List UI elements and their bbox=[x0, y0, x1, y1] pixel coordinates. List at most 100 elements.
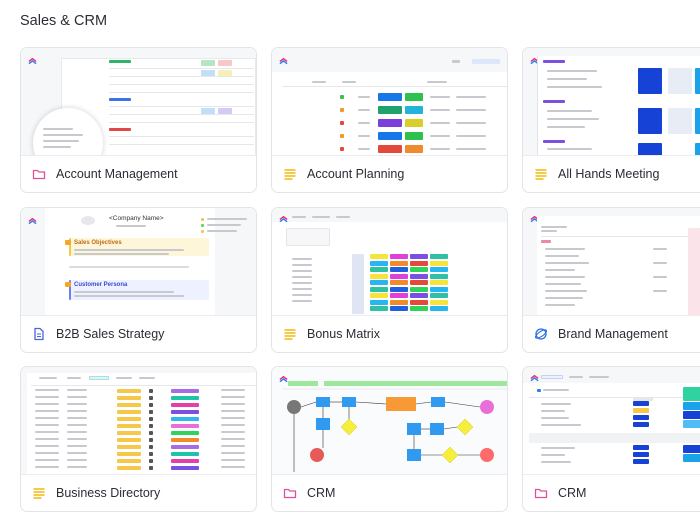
template-preview bbox=[523, 208, 700, 316]
matrix-cell bbox=[390, 306, 408, 311]
row-text bbox=[67, 466, 87, 468]
matrix-cell bbox=[390, 260, 408, 266]
row-text bbox=[67, 424, 87, 426]
clickup-logo-icon bbox=[28, 217, 37, 225]
matrix-cell bbox=[370, 293, 388, 298]
row-text bbox=[221, 396, 245, 398]
matrix-cell bbox=[370, 299, 388, 305]
row-tag bbox=[171, 389, 199, 393]
template-preview bbox=[272, 367, 507, 475]
row-text bbox=[67, 417, 87, 419]
clickup-logo-icon bbox=[530, 374, 539, 382]
matrix-cell bbox=[390, 293, 408, 298]
template-card-crm-list[interactable]: CRM bbox=[522, 366, 700, 512]
row-text bbox=[35, 389, 59, 391]
matrix-cell bbox=[370, 267, 388, 272]
row-icon bbox=[149, 403, 153, 407]
template-card-business-directory[interactable]: Business Directory bbox=[20, 366, 257, 512]
template-preview bbox=[523, 367, 700, 475]
matrix-cell bbox=[430, 299, 448, 305]
template-preview: <Company Name> Sales Objectives Customer… bbox=[21, 208, 256, 316]
template-card-crm[interactable]: CRM bbox=[271, 366, 508, 512]
section-title: Sales & CRM bbox=[20, 13, 108, 29]
template-preview bbox=[21, 367, 256, 475]
row-text bbox=[221, 459, 245, 461]
row-icon bbox=[149, 396, 153, 400]
clickup-logo-icon bbox=[530, 215, 539, 223]
row-icon bbox=[149, 438, 153, 442]
row-badge bbox=[117, 410, 141, 414]
folder-icon bbox=[32, 167, 46, 181]
folder-icon bbox=[283, 486, 297, 500]
template-card-all-hands-meeting[interactable]: All Hands Meeting bbox=[522, 47, 700, 193]
matrix-cell bbox=[390, 267, 408, 272]
row-badge bbox=[117, 459, 141, 463]
lines-icon bbox=[534, 167, 548, 181]
row-text bbox=[221, 417, 245, 419]
row-tag bbox=[171, 452, 199, 456]
clickup-logo-icon bbox=[279, 375, 288, 383]
template-name: CRM bbox=[307, 485, 336, 500]
row-text bbox=[67, 452, 87, 454]
row-tag bbox=[171, 438, 199, 442]
template-card-brand-management[interactable]: Brand Management bbox=[522, 207, 700, 353]
row-text bbox=[67, 403, 87, 405]
row-tag bbox=[171, 459, 199, 463]
template-card-bonus-matrix[interactable]: Bonus Matrix bbox=[271, 207, 508, 353]
row-badge bbox=[117, 438, 141, 442]
row-icon bbox=[149, 389, 153, 393]
row-icon bbox=[149, 417, 153, 421]
row-text bbox=[35, 459, 59, 461]
row-badge bbox=[117, 389, 141, 393]
template-name: Business Directory bbox=[56, 485, 161, 500]
doc-icon bbox=[32, 327, 46, 341]
template-card-account-management[interactable]: Account Management bbox=[20, 47, 257, 193]
clickup-logo-icon bbox=[530, 57, 539, 65]
clickup-logo-icon bbox=[279, 215, 288, 223]
matrix-cell bbox=[410, 286, 428, 292]
row-text bbox=[35, 410, 59, 412]
row-tag bbox=[171, 417, 199, 421]
row-badge bbox=[117, 403, 141, 407]
matrix-cell bbox=[430, 306, 448, 311]
matrix-cell bbox=[390, 273, 408, 279]
clickup-logo-icon bbox=[28, 57, 37, 65]
row-text bbox=[35, 438, 59, 440]
row-icon bbox=[149, 452, 153, 456]
matrix-cell bbox=[410, 273, 428, 279]
row-text bbox=[35, 431, 59, 433]
matrix-cell bbox=[410, 280, 428, 285]
row-text bbox=[35, 466, 59, 468]
lines-icon bbox=[283, 167, 297, 181]
clickup-logo-icon bbox=[279, 57, 288, 65]
row-icon bbox=[149, 459, 153, 463]
matrix-cell bbox=[390, 254, 408, 259]
template-name: All Hands Meeting bbox=[558, 166, 660, 181]
matrix-cell bbox=[410, 260, 428, 266]
matrix-cell bbox=[410, 267, 428, 272]
row-text bbox=[221, 452, 245, 454]
template-card-b2b-sales-strategy[interactable]: <Company Name> Sales Objectives Customer… bbox=[20, 207, 257, 353]
matrix-cell bbox=[430, 254, 448, 259]
row-text bbox=[221, 431, 245, 433]
folder-icon bbox=[534, 486, 548, 500]
template-card-account-planning[interactable]: Account Planning bbox=[271, 47, 508, 193]
row-text bbox=[35, 403, 59, 405]
matrix-cell bbox=[370, 280, 388, 285]
matrix-cell bbox=[430, 273, 448, 279]
template-preview bbox=[272, 208, 507, 316]
matrix-cell bbox=[410, 254, 428, 259]
customer-persona-heading: Customer Persona bbox=[74, 282, 128, 288]
row-icon bbox=[149, 431, 153, 435]
row-text bbox=[221, 410, 245, 412]
row-tag bbox=[171, 396, 199, 400]
crm-flowchart bbox=[282, 381, 507, 472]
row-badge bbox=[117, 466, 141, 470]
row-text bbox=[67, 445, 87, 447]
template-name: Account Management bbox=[56, 166, 178, 181]
matrix-cell bbox=[410, 293, 428, 298]
template-name: Bonus Matrix bbox=[307, 326, 380, 341]
row-text bbox=[35, 445, 59, 447]
matrix-cell bbox=[370, 286, 388, 292]
company-name-placeholder: <Company Name> bbox=[109, 215, 164, 222]
